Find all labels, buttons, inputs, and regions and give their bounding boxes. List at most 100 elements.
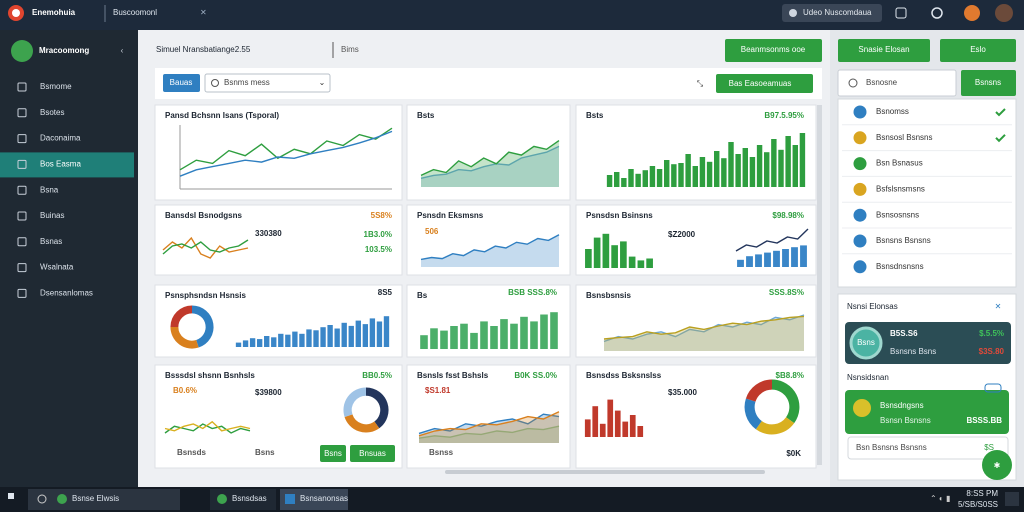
toggle[interactable] (984, 383, 1002, 393)
sidebar-title: Mracoomong (39, 46, 89, 55)
bar (785, 136, 791, 187)
taskbar-app[interactable] (210, 489, 276, 510)
bar (800, 245, 807, 267)
bar (622, 421, 629, 437)
fab-button[interactable] (982, 450, 1012, 480)
taskbar-app-label[interactable]: Bsnsanonsas (300, 494, 348, 503)
settings-icon[interactable] (895, 7, 907, 19)
menu-icon (17, 185, 27, 195)
bar (313, 330, 319, 347)
search-text[interactable]: Udeo Nuscomdaua (803, 8, 872, 17)
menu-item[interactable]: Dsensanlomas (40, 289, 93, 298)
list-icon (853, 234, 867, 248)
card-button[interactable] (350, 445, 395, 462)
panel-footer-item[interactable] (847, 436, 1009, 460)
notification-button[interactable] (1005, 492, 1019, 506)
taskbar-app-icon (217, 494, 227, 504)
bar (771, 139, 777, 187)
menu-item[interactable]: Bsnas (40, 237, 62, 246)
menu-item[interactable]: Bsotes (40, 108, 64, 117)
action-button-label[interactable]: Bas Easoeamuas (729, 79, 792, 88)
menu-item[interactable]: Wsalnata (40, 263, 74, 272)
list-icon (853, 157, 867, 171)
card-stat: SSS.8S% (769, 288, 804, 297)
action-button[interactable] (716, 74, 813, 93)
bar (355, 320, 361, 347)
panel-search-text[interactable]: Bsnosne (866, 78, 898, 87)
bar (799, 133, 806, 187)
donut-segment (755, 416, 795, 435)
search-icon (211, 79, 219, 87)
area (421, 140, 559, 187)
toolbar-search-text[interactable]: Bsnms mess (224, 78, 270, 87)
panel-button[interactable] (838, 39, 930, 62)
list-item[interactable]: Bsn Bsnasus (876, 159, 923, 168)
stat-block (845, 322, 1011, 364)
list-item[interactable]: Bsnsosl Bsnsns (876, 133, 932, 142)
bar (792, 145, 798, 187)
bar (628, 169, 634, 187)
footer-label[interactable]: Bsn Bsnsns Bsnsns (856, 443, 927, 452)
bar (585, 249, 592, 268)
line (179, 127, 393, 171)
start-icon[interactable] (8, 493, 14, 499)
profile-icon[interactable] (964, 5, 980, 21)
notification-icon[interactable] (931, 7, 943, 19)
menu-item-active[interactable] (0, 152, 134, 178)
taskbar-app-active[interactable] (280, 489, 348, 510)
bar (735, 154, 741, 187)
toolbar-button[interactable] (163, 74, 200, 92)
bar (599, 423, 606, 437)
collapse-icon[interactable]: ‹ (121, 46, 124, 55)
bar (470, 332, 478, 349)
bar (611, 245, 618, 268)
menu-icon (17, 82, 27, 92)
bar (256, 339, 263, 347)
bar (629, 415, 636, 437)
bar (773, 250, 780, 267)
menu-item[interactable]: Bos Easma (40, 160, 81, 169)
bar (292, 331, 298, 347)
bar (327, 325, 333, 347)
list-item[interactable]: Bsnsdnsnsns (876, 262, 924, 271)
menu-item[interactable]: Bsna (40, 185, 59, 194)
search-box[interactable] (782, 4, 882, 22)
taskbar-app-label[interactable]: Bsnsdsas (232, 494, 267, 503)
list-item[interactable]: Bsnsns Bsnsns (876, 236, 931, 245)
bar (642, 170, 648, 187)
avatar[interactable] (995, 4, 1013, 22)
menu-item[interactable]: Buinas (40, 211, 64, 220)
card-button[interactable] (320, 445, 346, 462)
tab-name[interactable]: Buscoomonl (113, 8, 157, 17)
list-item[interactable]: Bsfslsnsmsns (876, 185, 925, 194)
list-item[interactable]: Bsnomss (876, 107, 909, 116)
donut-segment (771, 379, 800, 424)
close-icon[interactable]: ✕ (995, 302, 1002, 311)
taskbar-search-text[interactable]: Bsnse Elwsis (72, 494, 119, 503)
primary-button-label[interactable]: Beanmsonms ooe (741, 45, 806, 54)
card-button-label[interactable]: Bsns (324, 449, 342, 458)
primary-button[interactable] (725, 39, 822, 62)
bar (607, 399, 614, 437)
menu-item[interactable]: Bsmome (40, 82, 72, 91)
taskbar-search[interactable] (28, 489, 180, 510)
panel-button-label[interactable]: Snasie Elosan (858, 45, 909, 54)
panel-button-label[interactable]: Eslo (970, 45, 986, 54)
panel-search-button-label[interactable]: Bsnsns (975, 78, 1001, 87)
bar (602, 233, 610, 268)
toolbar-search[interactable] (204, 73, 331, 93)
list-item[interactable]: Bsnsosnsns (876, 210, 919, 219)
panel-button[interactable] (940, 39, 1016, 62)
bar (714, 151, 720, 187)
promo-title: Bsnsdngsns (880, 401, 924, 410)
expand-icon[interactable]: ⤡ (697, 79, 704, 88)
card-button-label[interactable]: Bnsuas (359, 449, 386, 458)
card (154, 104, 403, 201)
toolbar-button-label[interactable]: Bauas (170, 78, 193, 87)
menu-item[interactable]: Daconaima (40, 134, 81, 143)
panel-search-button[interactable] (961, 70, 1016, 96)
card-stat: 330380 (255, 229, 282, 238)
bar (540, 314, 548, 349)
app-logo-core (12, 9, 20, 17)
panel-search[interactable] (837, 69, 957, 97)
